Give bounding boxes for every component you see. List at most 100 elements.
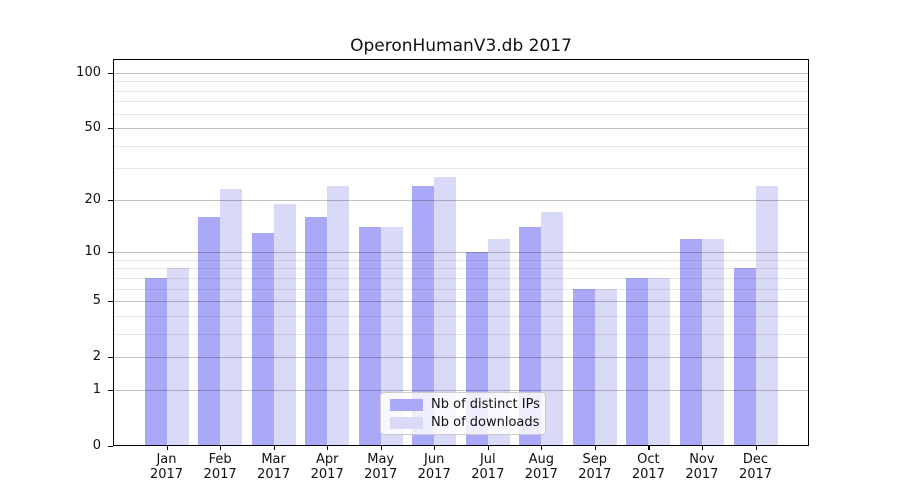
x-tick-year: 2017 (738, 467, 773, 482)
x-tick-label: Apr 2017 (295, 452, 359, 482)
grid-layer (113, 59, 809, 446)
major-gridline (113, 252, 809, 254)
x-tick-label: Jan 2017 (135, 452, 199, 482)
y-tick-mark (108, 199, 113, 202)
bar-nb-of-distinct-ips-mar (251, 232, 274, 446)
x-tick-year: 2017 (310, 467, 344, 482)
x-tick-month: Jul (479, 452, 496, 467)
x-tick-mark (327, 446, 329, 450)
x-tick-year: 2017 (471, 467, 505, 482)
bar-nb-of-distinct-ips-dec (733, 268, 756, 446)
minor-gridline (113, 168, 809, 170)
x-tick-label: Jul 2017 (456, 452, 520, 482)
x-tick-month: Oct (637, 452, 660, 467)
x-tick-year: 2017 (631, 467, 665, 482)
legend-swatch-downloads-icon (390, 416, 423, 429)
y-tick-label: 0 (92, 438, 101, 453)
minor-gridline (113, 101, 809, 103)
x-tick-mark (434, 446, 436, 450)
legend-label-distinct-ips: Nb of distinct IPs (431, 396, 540, 412)
x-tick-mark (594, 446, 596, 450)
y-tick-label: 100 (76, 64, 101, 80)
bar-nb-of-downloads-dec (755, 185, 778, 446)
y-tick-label: 50 (84, 120, 101, 136)
minor-gridline (113, 268, 809, 270)
x-tick-month: Feb (208, 452, 232, 467)
x-tick-mark (648, 446, 650, 450)
bar-nb-of-downloads-mar (273, 203, 296, 446)
major-gridline (113, 199, 809, 201)
bar-nb-of-distinct-ips-aug (519, 227, 542, 446)
x-tick-label: Feb 2017 (188, 452, 252, 482)
x-tick-month: Jun (424, 452, 445, 467)
x-tick-year: 2017 (149, 467, 184, 482)
plot-border (113, 59, 809, 446)
y-tick-mark (108, 357, 113, 359)
y-tick-label: 5 (92, 293, 101, 309)
minor-gridline (113, 81, 809, 83)
x-tick-mark (220, 446, 222, 450)
x-tick-year: 2017 (524, 467, 558, 482)
x-tick-year: 2017 (257, 467, 291, 482)
y-tick-mark (108, 72, 113, 75)
legend-swatch-distinct-ips-icon (390, 398, 423, 411)
x-tick-month: Sep (582, 452, 608, 467)
x-tick-label: Aug 2017 (509, 452, 573, 482)
x-tick-label: Sep 2017 (563, 452, 627, 482)
legend-item-downloads: Nb of downloads (390, 414, 545, 430)
y-tick-label: 10 (84, 244, 101, 260)
major-gridline (113, 301, 809, 303)
bar-nb-of-downloads-apr (327, 185, 350, 446)
x-tick-year: 2017 (685, 467, 719, 482)
bar-nb-of-downloads-jan (166, 268, 189, 446)
x-tick-year: 2017 (364, 467, 398, 482)
bar-nb-of-distinct-ips-jan (144, 277, 167, 446)
minor-gridline (113, 288, 809, 290)
x-tick-year: 2017 (578, 467, 612, 482)
x-tick-year: 2017 (417, 467, 451, 482)
minor-gridline (113, 333, 809, 335)
y-tick-mark (108, 128, 113, 130)
x-tick-month: Aug (528, 452, 554, 467)
major-gridline (113, 390, 809, 391)
x-tick-label: Dec 2017 (724, 452, 788, 482)
bar-nb-of-distinct-ips-sep (572, 288, 595, 446)
chart-title: OperonHumanV3.db 2017 (350, 36, 572, 56)
bar-nb-of-downloads-oct (648, 277, 671, 446)
x-tick-month: Mar (261, 452, 286, 467)
x-tick-month: Nov (689, 452, 715, 467)
minor-gridline (113, 277, 809, 279)
legend-item-distinct-ips: Nb of distinct IPs (390, 396, 545, 412)
y-tick-mark (108, 252, 113, 254)
minor-gridline (113, 259, 809, 261)
major-gridline (113, 128, 809, 130)
bar-nb-of-distinct-ips-may (358, 227, 381, 446)
bar-nb-of-downloads-jun (434, 176, 457, 446)
y-tick-label: 20 (84, 191, 101, 207)
minor-gridline (113, 315, 809, 317)
bar-nb-of-downloads-feb (220, 189, 243, 446)
x-tick-mark (755, 446, 757, 450)
bar-nb-of-distinct-ips-nov (679, 238, 702, 446)
x-tick-month: Apr (315, 452, 339, 467)
bar-nb-of-downloads-may (380, 227, 403, 446)
major-gridline (113, 357, 809, 359)
x-tick-label: Jun 2017 (402, 452, 466, 482)
legend-label-downloads: Nb of downloads (431, 414, 540, 430)
y-tick-label: 2 (92, 349, 101, 365)
major-gridline (113, 72, 809, 74)
bar-nb-of-downloads-sep (594, 288, 617, 446)
minor-gridline (113, 90, 809, 92)
x-tick-label: Nov 2017 (670, 452, 734, 482)
bar-nb-of-downloads-aug (541, 212, 564, 446)
x-tick-mark (380, 446, 382, 450)
y-tick-mark (108, 446, 113, 448)
x-tick-mark (166, 446, 168, 450)
x-tick-month: May (367, 452, 395, 467)
x-tick-mark (541, 446, 543, 450)
bar-nb-of-distinct-ips-apr (305, 217, 328, 446)
x-tick-month: Jan (156, 452, 177, 467)
x-tick-label: May 2017 (349, 452, 413, 482)
bar-nb-of-distinct-ips-oct (626, 277, 649, 446)
